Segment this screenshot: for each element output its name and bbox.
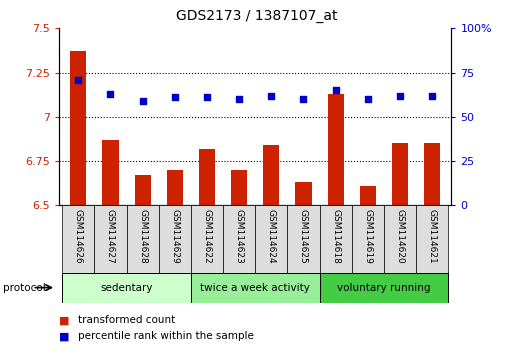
Point	[74, 77, 83, 82]
FancyBboxPatch shape	[94, 205, 127, 273]
Point	[203, 95, 211, 100]
Point	[267, 93, 275, 98]
Point	[396, 93, 404, 98]
Text: GSM114629: GSM114629	[170, 209, 180, 263]
Text: GSM114618: GSM114618	[331, 209, 340, 264]
Point	[106, 91, 114, 97]
Text: GSM114619: GSM114619	[363, 209, 372, 264]
Bar	[360, 186, 376, 354]
Text: GSM114620: GSM114620	[396, 209, 404, 263]
Bar	[167, 170, 183, 354]
FancyBboxPatch shape	[320, 273, 448, 303]
Text: protocol: protocol	[3, 282, 45, 293]
Text: sedentary: sedentary	[101, 282, 153, 293]
Point	[364, 96, 372, 102]
Point	[235, 96, 243, 102]
Bar	[231, 170, 247, 354]
Point	[171, 95, 179, 100]
Bar	[263, 145, 280, 354]
Text: GSM114621: GSM114621	[428, 209, 437, 263]
FancyBboxPatch shape	[62, 273, 191, 303]
FancyBboxPatch shape	[320, 205, 352, 273]
FancyBboxPatch shape	[223, 205, 255, 273]
Text: GSM114627: GSM114627	[106, 209, 115, 263]
Bar	[70, 51, 86, 354]
Text: GDS2173 / 1387107_at: GDS2173 / 1387107_at	[176, 9, 337, 23]
FancyBboxPatch shape	[352, 205, 384, 273]
FancyBboxPatch shape	[62, 205, 94, 273]
Bar	[392, 143, 408, 354]
Text: GSM114623: GSM114623	[234, 209, 244, 263]
Point	[300, 96, 308, 102]
Bar	[199, 149, 215, 354]
FancyBboxPatch shape	[191, 205, 223, 273]
FancyBboxPatch shape	[255, 205, 287, 273]
Bar	[328, 94, 344, 354]
FancyBboxPatch shape	[191, 273, 320, 303]
Text: percentile rank within the sample: percentile rank within the sample	[78, 331, 254, 341]
Bar	[134, 175, 151, 354]
Text: ■: ■	[59, 331, 69, 341]
FancyBboxPatch shape	[287, 205, 320, 273]
FancyBboxPatch shape	[127, 205, 159, 273]
Bar	[295, 182, 311, 354]
Text: twice a week activity: twice a week activity	[200, 282, 310, 293]
FancyBboxPatch shape	[159, 205, 191, 273]
FancyBboxPatch shape	[416, 205, 448, 273]
Text: voluntary running: voluntary running	[337, 282, 430, 293]
Point	[331, 87, 340, 93]
Text: transformed count: transformed count	[78, 315, 176, 325]
Bar	[103, 140, 119, 354]
FancyBboxPatch shape	[384, 205, 416, 273]
Text: ■: ■	[59, 315, 69, 325]
Text: GSM114628: GSM114628	[138, 209, 147, 263]
Point	[139, 98, 147, 104]
Text: GSM114626: GSM114626	[74, 209, 83, 263]
Text: GSM114624: GSM114624	[267, 209, 276, 263]
Bar	[424, 143, 440, 354]
Text: GSM114622: GSM114622	[203, 209, 211, 263]
Text: GSM114625: GSM114625	[299, 209, 308, 263]
Point	[428, 93, 436, 98]
